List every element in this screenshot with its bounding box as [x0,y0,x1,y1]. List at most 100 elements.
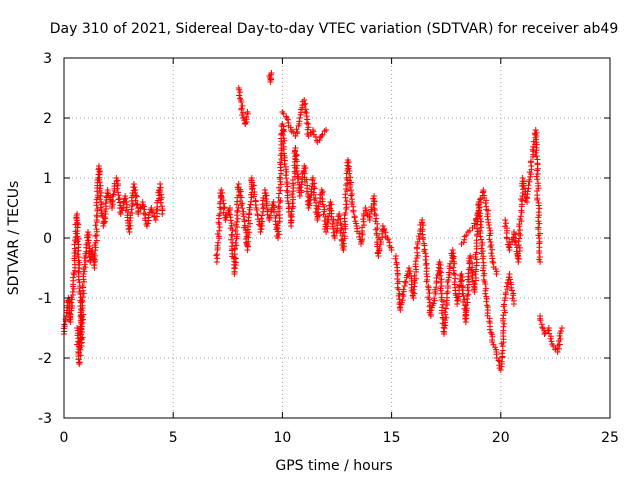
data-point [214,242,221,249]
chart-title: Day 310 of 2021, Sidereal Day-to-day VTE… [50,21,619,37]
data-point [526,176,533,183]
data-point [131,184,138,191]
data-point [445,269,452,276]
data-point [240,213,247,220]
data-point [471,281,478,288]
data-point [488,329,495,336]
data-point [257,229,264,235]
data-point [268,70,275,76]
data-point [442,309,449,316]
data-point [250,193,257,200]
data-point [132,192,139,199]
data-point [102,200,109,207]
data-point [536,315,543,322]
data-point [328,201,335,208]
data-point [348,201,355,208]
data-point [427,311,434,318]
data-point [96,165,103,172]
data-point [77,290,84,297]
data-point [503,220,510,227]
data-point [515,255,522,262]
data-point [116,199,123,206]
data-point [472,275,479,282]
data-point [533,147,540,154]
data-point [399,297,406,304]
data-point [85,250,92,257]
data-point [289,176,296,183]
data-point [554,349,561,355]
data-point [394,284,401,291]
data-point [464,299,471,306]
data-point [423,253,430,260]
data-point [74,233,81,240]
data-point [157,181,164,187]
data-point [535,185,542,192]
data-point [100,219,107,226]
data-point [510,229,517,235]
data-point [341,233,348,240]
data-point [454,296,461,303]
data-point [238,106,245,113]
data-point [92,232,99,239]
data-point [253,207,260,214]
data-point [373,215,380,222]
data-point [244,109,251,115]
data-point [283,113,290,120]
data-point [315,212,322,219]
data-point [77,323,84,330]
data-point [474,210,481,217]
data-point [234,215,241,222]
data-point [492,266,499,273]
data-point [228,231,235,238]
data-point [508,284,515,291]
data-point [495,357,502,364]
data-point [469,264,476,271]
data-point [215,239,222,246]
data-point [408,273,415,280]
data-point [440,328,447,335]
data-point [486,236,493,243]
data-points [60,70,565,373]
data-point [347,184,354,191]
data-point [234,231,241,238]
data-point [412,258,419,265]
y-tick-label: -3 [38,411,52,427]
data-point [413,266,420,273]
data-point [282,166,289,173]
data-point [406,265,413,271]
data-point [249,185,256,192]
data-point [420,222,427,229]
data-point [449,247,456,253]
data-point [536,235,543,242]
data-point [534,176,541,183]
data-point [379,223,386,229]
data-point [318,192,325,199]
data-point [438,310,445,317]
data-point [422,250,429,257]
data-point [239,112,246,119]
data-point [156,188,163,195]
data-point [438,276,445,283]
data-point [159,211,166,217]
data-point [284,183,291,190]
data-point [302,178,309,185]
data-point [213,252,220,259]
data-point [556,332,563,339]
data-point [422,261,429,268]
data-point [75,356,82,363]
data-point [458,277,465,284]
data-point [533,152,540,159]
data-point [231,265,238,272]
data-point [557,328,564,335]
data-point [330,217,337,224]
data-point [233,221,240,228]
data-point [372,226,379,233]
data-point [536,205,543,212]
data-point [96,196,103,203]
data-point [488,250,495,257]
data-point [465,270,472,277]
x-tick-label: 15 [383,430,401,446]
data-point [525,182,532,189]
data-point [296,193,303,199]
data-point [80,290,87,297]
